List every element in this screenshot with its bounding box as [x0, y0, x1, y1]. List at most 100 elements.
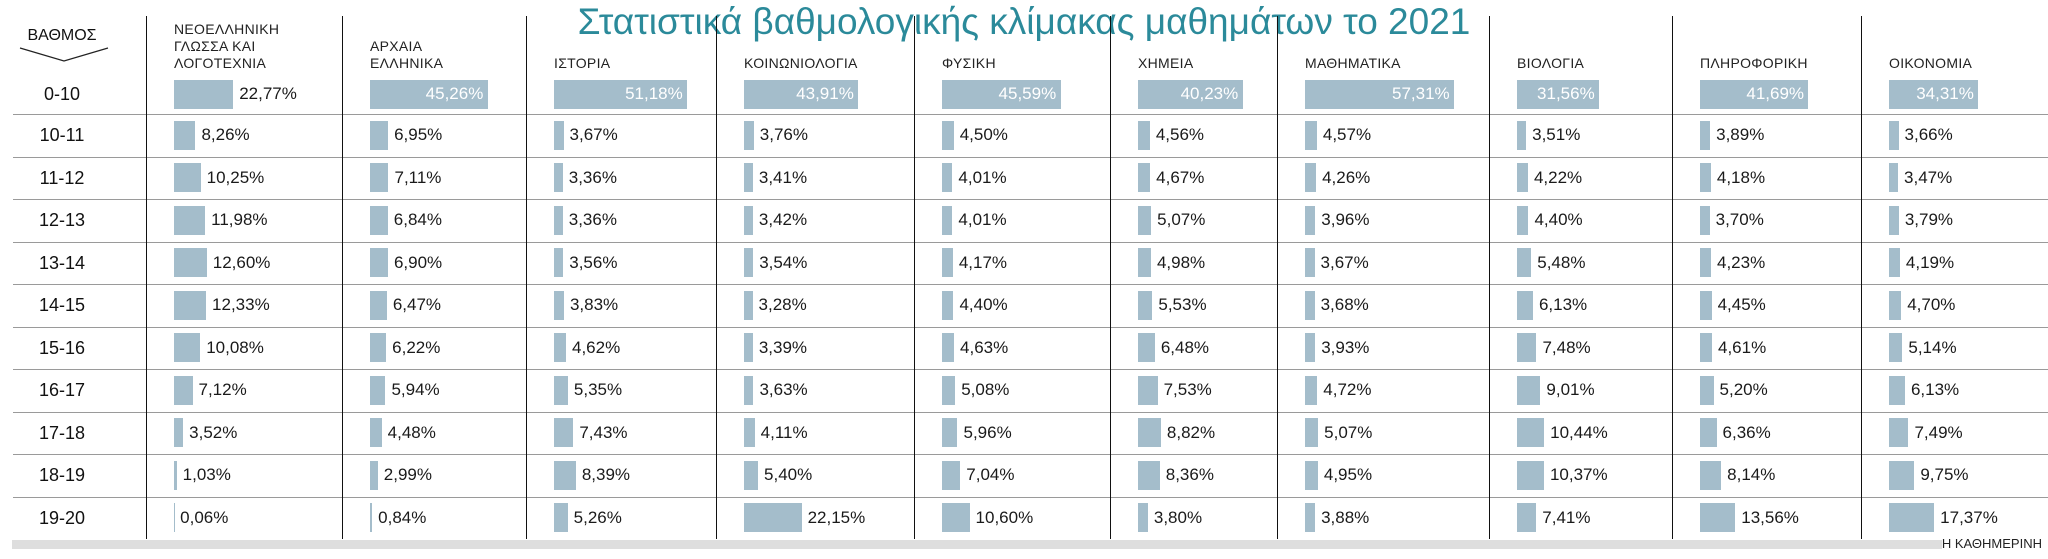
row-rule	[13, 326, 2048, 328]
value-label: 11,98%	[211, 210, 268, 229]
value-label: 1,03%	[182, 465, 231, 484]
bar	[942, 248, 953, 277]
value-label: 7,43%	[579, 422, 628, 442]
bar	[1517, 79, 1600, 109]
value-label: 6,48%	[1160, 337, 1210, 357]
bar	[1517, 120, 1527, 150]
bar	[554, 375, 568, 405]
value-label: 6,13%	[1538, 295, 1588, 314]
value-label: 13,56%	[1741, 507, 1799, 527]
value-label: 6,22%	[392, 337, 441, 357]
value-label: 10,37%	[1549, 465, 1608, 484]
bar	[1305, 418, 1319, 447]
value-label: 3,76%	[759, 125, 808, 144]
value-label: 4,95%	[1323, 465, 1373, 484]
value-label: 5,14%	[1908, 337, 1957, 357]
value-label: 51,18%	[625, 84, 683, 103]
value-label: 3,96%	[1321, 210, 1370, 229]
value-label: 45,26%	[425, 84, 484, 103]
bar	[1138, 375, 1158, 405]
value-label: 22,77%	[239, 84, 297, 103]
x-axis-label: ΒΑΘΜΟΣ	[27, 27, 97, 44]
column-divider	[914, 16, 915, 539]
value-label: 4,62%	[572, 337, 621, 357]
bar	[1700, 163, 1711, 192]
bar	[554, 290, 564, 320]
value-label: 5,07%	[1157, 210, 1206, 229]
column-divider	[1277, 16, 1278, 539]
value-label: 3,54%	[759, 252, 808, 272]
value-label: 3,79%	[1904, 210, 1954, 229]
bar	[1138, 503, 1148, 532]
value-label: 3,41%	[758, 167, 808, 187]
value-label: 6,36%	[1722, 422, 1771, 442]
value-label: 5,35%	[573, 380, 623, 399]
bar	[744, 79, 859, 109]
bar	[554, 205, 563, 235]
value-label: 41,69%	[1746, 84, 1805, 103]
bar	[370, 375, 386, 405]
value-label: 4,40%	[1534, 210, 1583, 229]
bar	[1138, 205, 1152, 235]
value-label: 4,18%	[1716, 167, 1766, 187]
bar	[554, 333, 566, 362]
bar	[554, 418, 574, 447]
row-rule	[13, 496, 2048, 498]
bar	[174, 375, 193, 405]
column-header: ΒΙΟΛΟΓΙΑ	[1517, 55, 1585, 71]
bar	[1517, 333, 1537, 362]
bar	[370, 460, 378, 490]
bar	[370, 290, 387, 320]
bar	[1517, 248, 1532, 277]
value-label: 4,70%	[1907, 295, 1956, 314]
bar	[174, 205, 206, 235]
column-header: ΠΛΗΡΟΦΟΡΙΚΗ	[1700, 55, 1808, 71]
column-header: ΑΡΧΑΙΑ ΕΛΛΗΝΙΚΑ	[370, 38, 444, 71]
bar	[1889, 418, 1909, 447]
category-label: 19-20	[38, 507, 86, 528]
value-label: 8,14%	[1727, 465, 1776, 484]
column-divider	[1861, 16, 1862, 539]
column-divider	[146, 16, 147, 539]
bar	[554, 79, 688, 109]
bar	[174, 290, 207, 320]
value-label: 5,20%	[1719, 380, 1768, 399]
value-label: 8,82%	[1166, 422, 1216, 442]
category-label: 15-16	[38, 337, 86, 358]
bar	[1138, 418, 1161, 447]
bar	[370, 79, 488, 109]
value-label: 4,50%	[959, 125, 1008, 144]
value-label: 31,56%	[1537, 84, 1595, 103]
column-divider	[526, 16, 527, 539]
value-label: 7,12%	[198, 380, 247, 399]
bar	[1889, 375, 1905, 405]
value-label: 6,95%	[394, 125, 443, 144]
value-label: 3,52%	[189, 422, 238, 442]
value-label: 3,47%	[1904, 167, 1953, 187]
bar	[1700, 205, 1710, 235]
value-label: 7,53%	[1163, 380, 1212, 399]
bar	[174, 79, 234, 109]
category-label: 10-11	[39, 125, 85, 145]
value-label: 12,60%	[212, 252, 271, 272]
bar	[1138, 163, 1151, 192]
value-label: 8,39%	[581, 465, 631, 484]
value-label: 4,23%	[1716, 252, 1766, 272]
bar	[370, 163, 389, 192]
value-label: 9,01%	[1546, 380, 1595, 399]
category-label: 0-10	[43, 84, 81, 104]
value-label: 5,40%	[764, 465, 813, 484]
bar	[174, 248, 207, 277]
value-label: 3,51%	[1532, 125, 1581, 144]
value-label: 4,72%	[1323, 380, 1372, 399]
value-label: 5,53%	[1158, 295, 1207, 314]
bar	[1517, 503, 1537, 532]
value-label: 43,91%	[796, 84, 854, 103]
bar	[1700, 79, 1809, 109]
value-label: 10,08%	[206, 337, 264, 357]
bar	[1889, 79, 1979, 109]
value-label: 4,40%	[959, 295, 1008, 314]
value-label: 3,42%	[758, 210, 808, 229]
value-label: 0,84%	[378, 507, 427, 527]
